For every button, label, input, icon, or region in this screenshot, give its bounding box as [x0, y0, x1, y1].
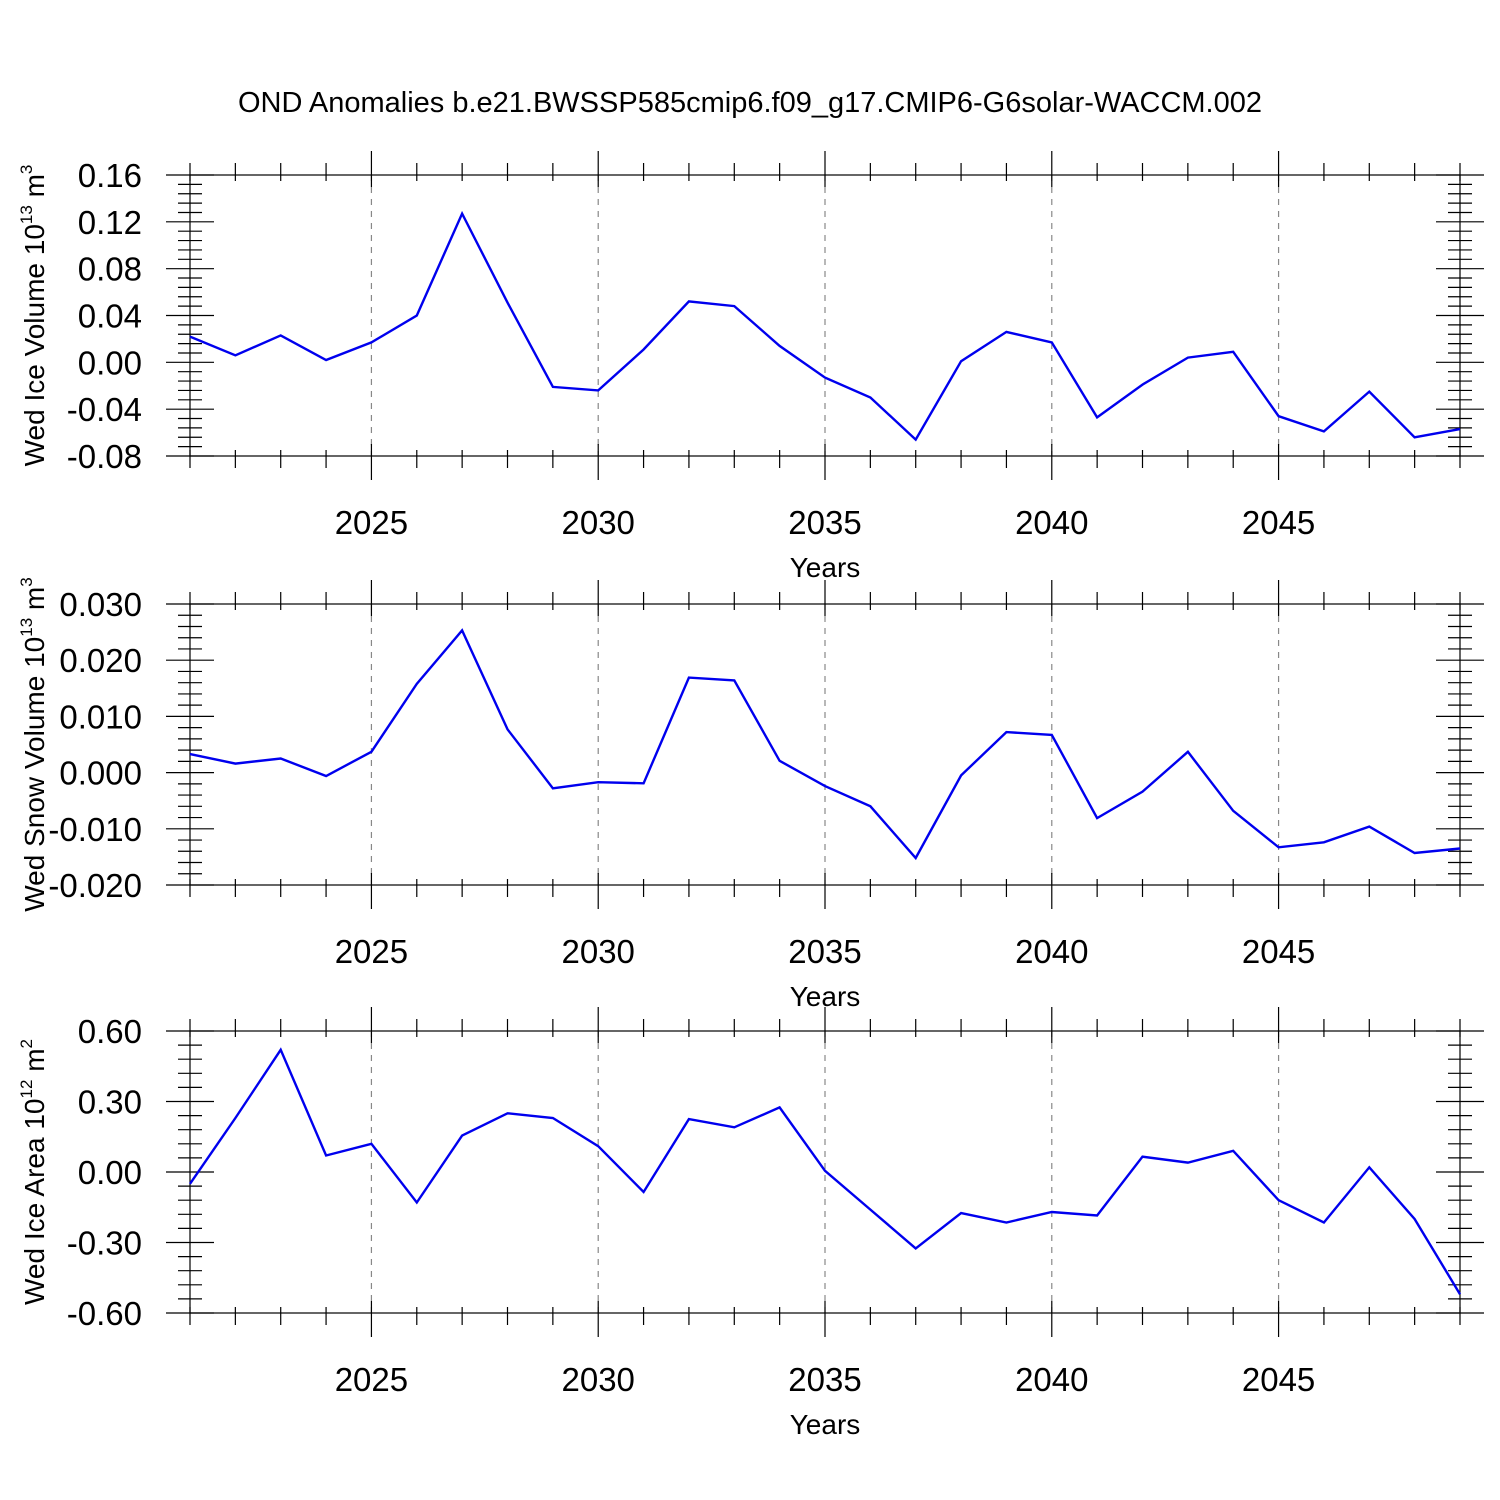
y-tick-label: 0.16	[78, 157, 142, 194]
y-axis-label: Wed Ice Volume 1013 m3	[17, 165, 50, 467]
x-tick-label: 2025	[335, 1361, 408, 1398]
x-tick-label: 2035	[788, 1361, 861, 1398]
chart-panels: 2025 2030 2035 2040 2045Years-0.08-0.040.000…	[17, 151, 1484, 1440]
x-tick-label: 2035	[788, 933, 861, 970]
x-tick-label: 2045	[1242, 504, 1315, 541]
y-tick-label: 0.08	[78, 251, 142, 288]
y-tick-label: 0.12	[78, 204, 142, 241]
x-tick-label: 2025	[335, 504, 408, 541]
plot-frame	[189, 603, 1461, 886]
y-tick-label: 0.00	[78, 1154, 142, 1191]
y-axis-label-unit: m	[19, 587, 50, 618]
y-tick-label: 0.04	[78, 298, 142, 335]
y-tick-label: 0.010	[59, 698, 142, 735]
x-tick-label: 2040	[1015, 1361, 1088, 1398]
y-axis-label-unit-exponent: 3	[17, 165, 36, 174]
x-axis-label: Years	[790, 1409, 861, 1440]
y-tick-label: -0.04	[67, 391, 142, 428]
y-tick-label: 0.000	[59, 755, 142, 792]
series-line	[189, 1047, 1462, 1295]
chart-panel-3: 2025 2030 2035 2040 2045 Years -0.60 -0.30 0.00 0…	[17, 1007, 1484, 1440]
y-axis-label-main: Wed Ice Area 10	[19, 1099, 50, 1306]
series-line	[189, 210, 1461, 442]
y-axis-label-exponent: 13	[17, 205, 36, 224]
y-axis-label-exponent: 13	[17, 618, 36, 637]
x-tick-label: 2040	[1015, 504, 1088, 541]
chart-panel-1: 2025 2030 2035 2040 2045 Years -0.08 -0.04 0.00 0…	[17, 151, 1484, 583]
y-tick-label: 0.30	[78, 1084, 142, 1121]
chart-panel-2: 2025 2030 2035 2040 2045 Years -0.020 -0.010 0.0…	[17, 577, 1484, 1012]
y-tick-label: 0.020	[59, 642, 142, 679]
y-axis-label-main: Wed Snow Volume 10	[19, 637, 50, 912]
y-axis-label-exponent: 12	[17, 1080, 36, 1099]
x-tick-label: 2030	[562, 933, 635, 970]
y-tick-label: -0.010	[48, 811, 142, 848]
x-axis-label: Years	[790, 552, 861, 583]
y-axis-label-unit-exponent: 3	[17, 577, 36, 586]
series-line	[189, 628, 1461, 861]
y-tick-label: -0.08	[67, 438, 142, 475]
x-tick-label: 2045	[1242, 933, 1315, 970]
y-tick-label: 0.60	[78, 1013, 142, 1050]
x-tick-label: 2030	[562, 1361, 635, 1398]
x-tick-label: 2045	[1242, 1361, 1315, 1398]
y-axis-label-unit: m	[19, 1048, 50, 1079]
y-tick-label: -0.30	[67, 1225, 142, 1262]
x-tick-label: 2035	[788, 504, 861, 541]
y-tick-label: -0.60	[67, 1295, 142, 1332]
y-tick-label: 0.030	[59, 586, 142, 623]
y-axis-label-unit: m	[19, 174, 50, 205]
y-axis-label-unit-exponent: 2	[17, 1039, 36, 1048]
y-axis-label: Wed Snow Volume 1013 m3	[17, 577, 50, 911]
x-axis-label: Years	[790, 981, 861, 1012]
chart-title: OND Anomalies b.e21.BWSSP585cmip6.f09_g1…	[238, 87, 1262, 119]
y-tick-label: -0.020	[48, 867, 142, 904]
plot-frame	[189, 174, 1461, 457]
y-axis-label-main: Wed Ice Volume 10	[19, 224, 50, 466]
x-tick-label: 2025	[335, 933, 408, 970]
x-tick-label: 2040	[1015, 933, 1088, 970]
y-axis-label: Wed Ice Area 1012 m2	[17, 1039, 50, 1305]
x-tick-label: 2030	[562, 504, 635, 541]
y-tick-label: 0.00	[78, 344, 142, 381]
